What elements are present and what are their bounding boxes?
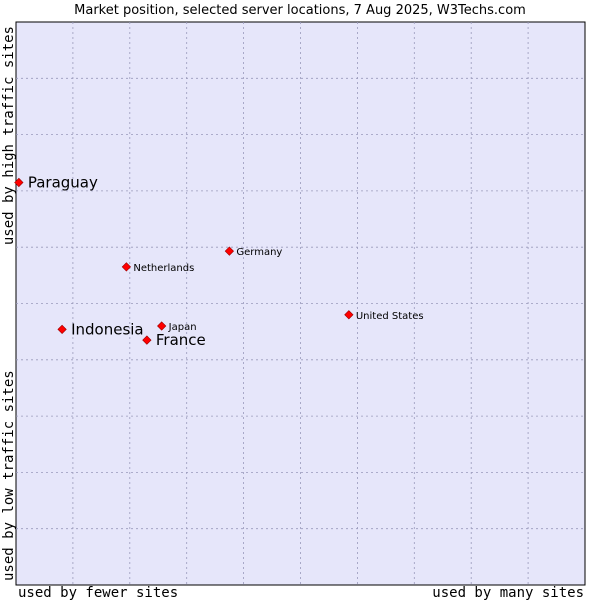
point-label-france: France	[156, 331, 206, 349]
point-marker-japan	[157, 321, 167, 331]
point-marker-netherlands	[121, 262, 132, 272]
chart-title: Market position, selected server locatio…	[74, 3, 526, 18]
point-label-paraguay: Paraguay	[28, 173, 98, 191]
point-marker-united-states	[344, 310, 354, 320]
point-marker-germany	[224, 246, 234, 256]
x-axis-label-right: used by many sites	[432, 585, 584, 600]
point-marker-paraguay	[14, 177, 24, 188]
point-label-netherlands: Netherlands	[133, 263, 194, 274]
point-marker-indonesia	[57, 324, 67, 335]
point-label-indonesia: Indonesia	[71, 320, 144, 338]
y-axis-label-bottom: used by low traffic sites	[1, 370, 17, 581]
point-marker-france	[142, 335, 152, 345]
point-label-japan: Japan	[168, 322, 197, 333]
data-points: Paraguay Germany Netherlands United States J…	[14, 173, 424, 349]
point-label-united-states: United States	[356, 311, 424, 322]
y-axis-label-top: used by high traffic sites	[1, 26, 17, 245]
point-label-germany: Germany	[236, 247, 282, 258]
x-axis-label-left: used by fewer sites	[18, 585, 178, 600]
grid-lines	[16, 22, 585, 585]
